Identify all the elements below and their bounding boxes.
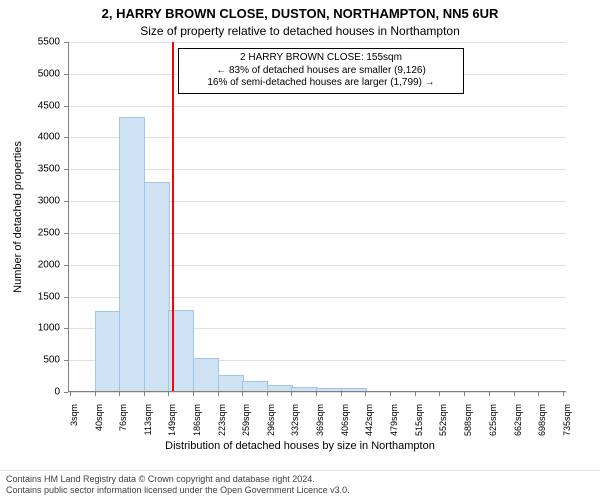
y-tick-label: 5500: [0, 37, 60, 48]
x-tick-mark: [439, 392, 440, 396]
y-tick-mark: [64, 265, 68, 266]
gridline: [68, 42, 566, 43]
y-tick-label: 0: [0, 387, 60, 398]
x-tick-mark: [538, 392, 539, 396]
x-tick-label: 735sqm: [562, 404, 572, 452]
plot-area: 2 HARRY BROWN CLOSE: 155sqm← 83% of deta…: [68, 42, 566, 392]
x-tick-label: 296sqm: [266, 404, 276, 452]
x-tick-mark: [193, 392, 194, 396]
x-tick-label: 625sqm: [488, 404, 498, 452]
gridline: [68, 106, 566, 107]
x-tick-mark: [119, 392, 120, 396]
x-tick-mark: [218, 392, 219, 396]
footer-divider: [0, 470, 600, 471]
annotation-box: 2 HARRY BROWN CLOSE: 155sqm← 83% of deta…: [178, 48, 464, 94]
x-tick-label: 76sqm: [118, 404, 128, 452]
footer-line1: Contains HM Land Registry data © Crown c…: [6, 474, 594, 485]
x-tick-mark: [291, 392, 292, 396]
x-tick-mark: [464, 392, 465, 396]
x-tick-label: 698sqm: [537, 404, 547, 452]
x-tick-mark: [563, 392, 564, 396]
y-tick-mark: [64, 297, 68, 298]
chart-title-line2: Size of property relative to detached ho…: [0, 24, 600, 38]
x-tick-mark: [242, 392, 243, 396]
y-tick-label: 4000: [0, 132, 60, 143]
y-tick-mark: [64, 328, 68, 329]
x-axis-label: Distribution of detached houses by size …: [0, 440, 600, 452]
y-tick-mark: [64, 360, 68, 361]
x-tick-mark: [168, 392, 169, 396]
histogram-bar: [193, 358, 219, 392]
y-tick-mark: [64, 42, 68, 43]
histogram-bar: [119, 117, 145, 392]
histogram-bar: [95, 311, 121, 392]
x-tick-mark: [95, 392, 96, 396]
footer-text: Contains HM Land Registry data © Crown c…: [6, 474, 594, 497]
x-tick-label: 186sqm: [192, 404, 202, 452]
x-tick-label: 40sqm: [94, 404, 104, 452]
x-tick-mark: [365, 392, 366, 396]
x-tick-mark: [415, 392, 416, 396]
x-tick-label: 515sqm: [414, 404, 424, 452]
chart-container: 2, HARRY BROWN CLOSE, DUSTON, NORTHAMPTO…: [0, 0, 600, 500]
y-tick-label: 500: [0, 355, 60, 366]
histogram-bar: [144, 182, 170, 392]
y-tick-mark: [64, 169, 68, 170]
x-tick-label: 149sqm: [167, 404, 177, 452]
y-tick-label: 1000: [0, 323, 60, 334]
chart-title-line1: 2, HARRY BROWN CLOSE, DUSTON, NORTHAMPTO…: [0, 6, 600, 21]
x-tick-mark: [489, 392, 490, 396]
y-tick-mark: [64, 392, 68, 393]
y-tick-label: 3000: [0, 196, 60, 207]
x-tick-label: 113sqm: [143, 404, 153, 452]
y-tick-label: 1500: [0, 291, 60, 302]
y-tick-mark: [64, 74, 68, 75]
x-tick-label: 223sqm: [217, 404, 227, 452]
x-tick-label: 369sqm: [315, 404, 325, 452]
x-tick-label: 3sqm: [69, 404, 79, 452]
y-tick-label: 4500: [0, 100, 60, 111]
x-tick-label: 479sqm: [389, 404, 399, 452]
x-tick-mark: [390, 392, 391, 396]
x-tick-mark: [70, 392, 71, 396]
y-tick-label: 3500: [0, 164, 60, 175]
annotation-line1: 2 HARRY BROWN CLOSE: 155sqm: [185, 52, 457, 65]
x-tick-mark: [144, 392, 145, 396]
x-tick-mark: [514, 392, 515, 396]
histogram-bar: [218, 375, 244, 392]
y-tick-label: 5000: [0, 68, 60, 79]
x-tick-label: 662sqm: [513, 404, 523, 452]
y-tick-label: 2500: [0, 227, 60, 238]
x-tick-label: 259sqm: [241, 404, 251, 452]
annotation-line2: ← 83% of detached houses are smaller (9,…: [185, 65, 457, 78]
x-tick-mark: [267, 392, 268, 396]
y-tick-mark: [64, 137, 68, 138]
y-tick-label: 2000: [0, 259, 60, 270]
y-tick-mark: [64, 201, 68, 202]
x-tick-mark: [316, 392, 317, 396]
y-axis-line: [68, 42, 69, 392]
x-tick-mark: [341, 392, 342, 396]
x-tick-label: 442sqm: [364, 404, 374, 452]
y-tick-mark: [64, 106, 68, 107]
x-tick-label: 552sqm: [438, 404, 448, 452]
y-tick-mark: [64, 233, 68, 234]
annotation-line3: 16% of semi-detached houses are larger (…: [185, 77, 457, 90]
x-tick-label: 332sqm: [290, 404, 300, 452]
x-tick-label: 588sqm: [463, 404, 473, 452]
x-tick-label: 406sqm: [340, 404, 350, 452]
reference-line: [172, 42, 174, 392]
footer-line2: Contains public sector information licen…: [6, 485, 594, 496]
